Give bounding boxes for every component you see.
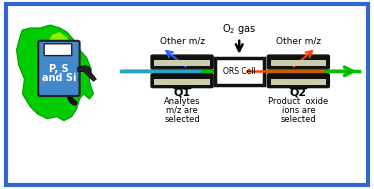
- Text: selected: selected: [164, 115, 200, 124]
- FancyBboxPatch shape: [267, 55, 329, 69]
- FancyBboxPatch shape: [267, 74, 329, 88]
- FancyBboxPatch shape: [151, 55, 213, 69]
- Text: P, S: P, S: [49, 64, 69, 74]
- Text: Q1: Q1: [174, 87, 191, 97]
- FancyBboxPatch shape: [154, 60, 210, 66]
- Polygon shape: [78, 65, 96, 81]
- FancyBboxPatch shape: [154, 79, 210, 85]
- Polygon shape: [44, 32, 76, 74]
- Text: Product  oxide: Product oxide: [268, 97, 328, 106]
- Polygon shape: [16, 25, 94, 121]
- FancyBboxPatch shape: [215, 58, 264, 85]
- Text: m/z are: m/z are: [166, 106, 198, 115]
- FancyBboxPatch shape: [271, 60, 326, 66]
- Text: ions are: ions are: [282, 106, 315, 115]
- FancyBboxPatch shape: [151, 74, 213, 88]
- Text: Other m/z: Other m/z: [159, 37, 205, 46]
- Text: selected: selected: [280, 115, 316, 124]
- Text: Other m/z: Other m/z: [276, 37, 321, 46]
- Text: Q2: Q2: [290, 87, 307, 97]
- FancyBboxPatch shape: [38, 41, 80, 96]
- Text: O$_2$ gas: O$_2$ gas: [222, 22, 257, 36]
- Text: ORS Cell: ORS Cell: [223, 67, 255, 76]
- Text: Analytes: Analytes: [164, 97, 200, 106]
- FancyBboxPatch shape: [6, 4, 368, 185]
- FancyBboxPatch shape: [44, 44, 72, 56]
- FancyBboxPatch shape: [271, 79, 326, 85]
- Text: and Si: and Si: [42, 73, 76, 83]
